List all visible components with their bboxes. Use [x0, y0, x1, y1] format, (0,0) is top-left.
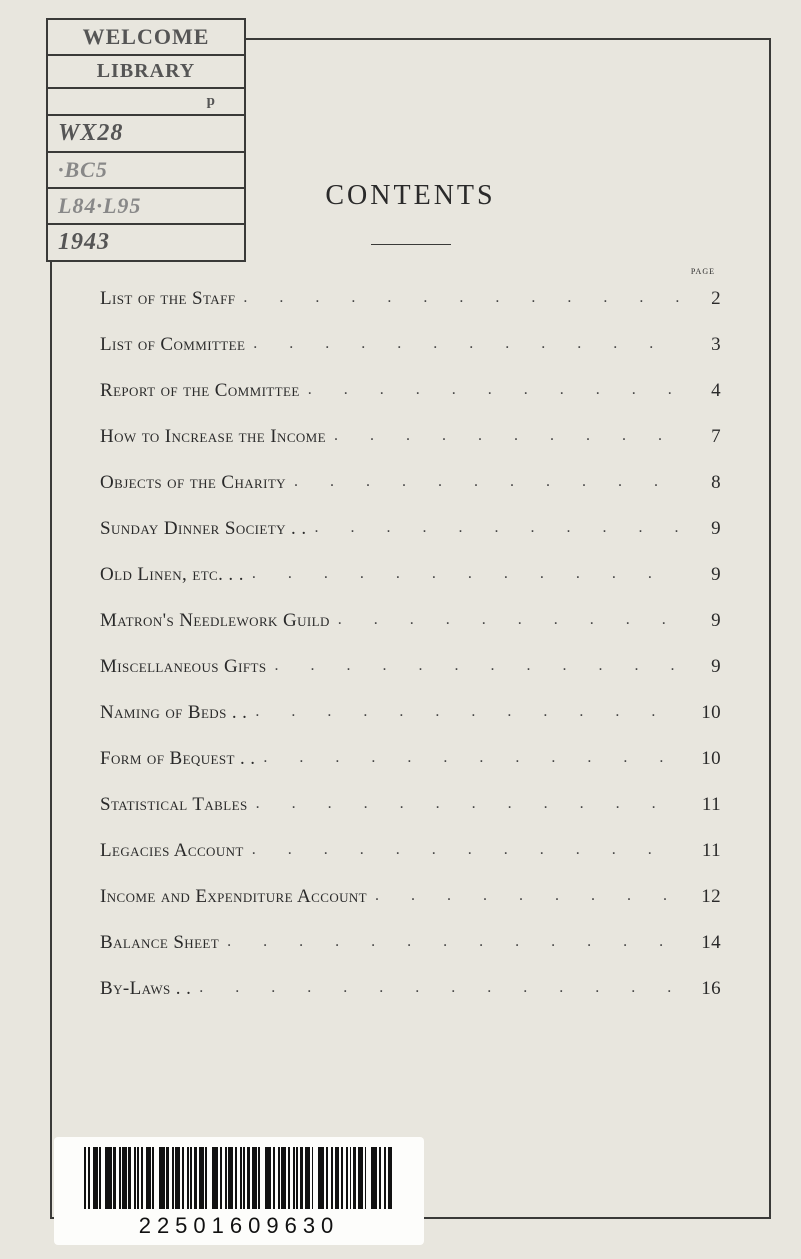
toc-leader: . . . . . . . . . . . . . . . . . . . . …: [252, 565, 679, 583]
toc-label: Sunday Dinner Society . .: [100, 518, 314, 540]
toc-leader: . . . . . . . . . . . . . . . . . . . . …: [314, 519, 679, 537]
toc-page: 11: [679, 840, 721, 862]
toc-page: 9: [679, 610, 721, 632]
toc-row: Form of Bequest . . . . . . . . . . . . …: [100, 748, 721, 770]
toc-page: 9: [679, 564, 721, 586]
toc-page: 8: [679, 472, 721, 494]
table-of-contents: List of the Staff . . . . . . . . . . . …: [100, 288, 721, 1000]
title-rule: [371, 244, 451, 245]
toc-label: Form of Bequest . .: [100, 748, 263, 770]
toc-page: 10: [679, 702, 721, 724]
toc-row: Statistical Tables . . . . . . . . . . .…: [100, 794, 721, 816]
toc-leader: . . . . . . . . . . . . . . . . . . . . …: [274, 657, 679, 675]
toc-page: 14: [679, 932, 721, 954]
toc-label: List of Committee: [100, 334, 253, 356]
toc-row: List of Committee . . . . . . . . . . . …: [100, 334, 721, 356]
toc-row: Old Linen, etc. . . . . . . . . . . . . …: [100, 564, 721, 586]
toc-label: Report of the Committee: [100, 380, 308, 402]
toc-page: 7: [679, 426, 721, 448]
library-stamp: WELCOME LIBRARY p WX28 ·BC5 L84·L95 1943: [46, 18, 246, 262]
toc-label: Naming of Beds . .: [100, 702, 255, 724]
toc-leader: . . . . . . . . . . . . . . . . . . . . …: [227, 933, 679, 951]
toc-label: By-Laws . .: [100, 978, 199, 1000]
toc-leader: . . . . . . . . . . . . . . . . . . . . …: [256, 795, 679, 813]
toc-row: Miscellaneous Gifts . . . . . . . . . . …: [100, 656, 721, 678]
toc-leader: . . . . . . . . . . . . . . . . . . . . …: [252, 841, 679, 859]
toc-page: 9: [679, 656, 721, 678]
toc-page: 16: [679, 978, 721, 1000]
toc-label: Legacies Account: [100, 840, 252, 862]
toc-leader: . . . . . . . . . . . . . . . . . . . . …: [338, 611, 679, 629]
toc-row: Report of the Committee . . . . . . . . …: [100, 380, 721, 402]
toc-leader: . . . . . . . . . . . . . . . . . . . . …: [334, 427, 679, 445]
toc-leader: . . . . . . . . . . . . . . . . . . . . …: [308, 381, 679, 399]
page-column-header: page: [100, 263, 721, 278]
barcode-bars: [84, 1147, 394, 1209]
toc-label: Old Linen, etc. . .: [100, 564, 252, 586]
toc-row: List of the Staff . . . . . . . . . . . …: [100, 288, 721, 310]
toc-page: 2: [679, 288, 721, 310]
toc-row: Sunday Dinner Society . . . . . . . . . …: [100, 518, 721, 540]
toc-row: By-Laws . . . . . . . . . . . . . . . . …: [100, 978, 721, 1000]
toc-leader: . . . . . . . . . . . . . . . . . . . . …: [255, 703, 679, 721]
stamp-line-3: p: [46, 87, 246, 114]
toc-page: 11: [679, 794, 721, 816]
stamp-hand-3: L84·L95: [46, 187, 246, 223]
toc-row: Legacies Account . . . . . . . . . . . .…: [100, 840, 721, 862]
toc-label: How to Increase the Income: [100, 426, 334, 448]
toc-label: Statistical Tables: [100, 794, 256, 816]
toc-label: Matron's Needlework Guild: [100, 610, 338, 632]
toc-page: 12: [679, 886, 721, 908]
toc-page: 10: [679, 748, 721, 770]
toc-label: List of the Staff: [100, 288, 243, 310]
stamp-line-2: LIBRARY: [46, 54, 246, 87]
toc-row: Matron's Needlework Guild . . . . . . . …: [100, 610, 721, 632]
toc-row: Naming of Beds . . . . . . . . . . . . .…: [100, 702, 721, 724]
toc-page: 4: [679, 380, 721, 402]
toc-leader: . . . . . . . . . . . . . . . . . . . . …: [243, 289, 679, 307]
toc-leader: . . . . . . . . . . . . . . . . . . . . …: [199, 979, 679, 997]
toc-row: Balance Sheet . . . . . . . . . . . . . …: [100, 932, 721, 954]
stamp-line-1: WELCOME: [46, 18, 246, 54]
toc-leader: . . . . . . . . . . . . . . . . . . . . …: [253, 335, 679, 353]
stamp-hand-2: ·BC5: [46, 151, 246, 187]
toc-row: Income and Expenditure Account . . . . .…: [100, 886, 721, 908]
toc-row: Objects of the Charity . . . . . . . . .…: [100, 472, 721, 494]
barcode-sticker: 22501609630: [54, 1137, 424, 1245]
toc-row: How to Increase the Income . . . . . . .…: [100, 426, 721, 448]
stamp-hand-1: WX28: [46, 114, 246, 151]
toc-label: Miscellaneous Gifts: [100, 656, 274, 678]
toc-label: Income and Expenditure Account: [100, 886, 375, 908]
toc-leader: . . . . . . . . . . . . . . . . . . . . …: [263, 749, 679, 767]
stamp-hand-4: 1943: [46, 223, 246, 262]
toc-label: Balance Sheet: [100, 932, 227, 954]
toc-label: Objects of the Charity: [100, 472, 294, 494]
toc-leader: . . . . . . . . . . . . . . . . . . . . …: [294, 473, 679, 491]
toc-leader: . . . . . . . . . . . . . . . . . . . . …: [375, 887, 679, 905]
toc-page: 3: [679, 334, 721, 356]
barcode-number: 22501609630: [70, 1213, 408, 1239]
toc-page: 9: [679, 518, 721, 540]
